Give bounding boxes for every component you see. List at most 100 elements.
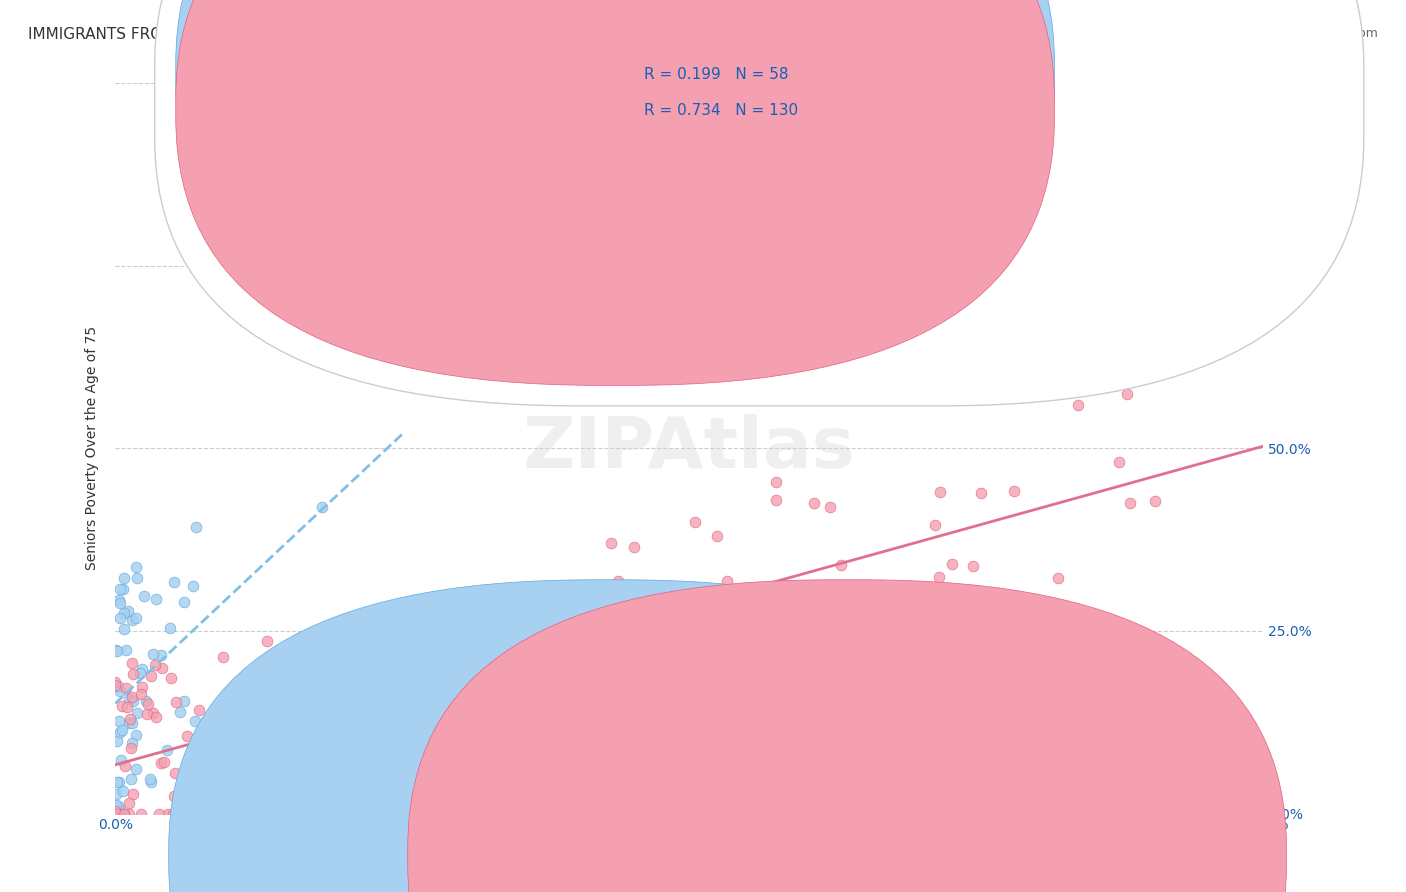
Puerto Ricans [153, 756, 176, 770]
Immigrants from Spain [112, 622, 135, 636]
Immigrants from Spain [134, 694, 156, 708]
Puerto Ricans [970, 486, 993, 500]
Puerto Ricans [257, 747, 280, 762]
Immigrants from Spain [125, 762, 148, 776]
Puerto Ricans [104, 804, 127, 818]
Immigrants from Spain [156, 743, 179, 757]
Immigrants from Spain [107, 798, 129, 813]
Puerto Ricans [765, 493, 787, 508]
Immigrants from Spain [131, 662, 153, 676]
Puerto Ricans [307, 689, 329, 703]
Immigrants from Spain [105, 798, 128, 813]
Puerto Ricans [683, 515, 706, 529]
Puerto Ricans [148, 806, 170, 821]
Immigrants from Spain [114, 642, 136, 657]
Y-axis label: Seniors Poverty Over the Age of 75: Seniors Poverty Over the Age of 75 [86, 326, 100, 570]
Puerto Ricans [228, 806, 250, 821]
Puerto Ricans [118, 806, 141, 821]
Puerto Ricans [156, 806, 179, 821]
Puerto Ricans [830, 558, 852, 573]
Immigrants from Spain [125, 571, 148, 585]
Puerto Ricans [1115, 387, 1137, 401]
Puerto Ricans [928, 570, 950, 584]
Puerto Ricans [311, 733, 333, 747]
Immigrants from Spain [108, 684, 131, 698]
Puerto Ricans [212, 649, 235, 664]
Immigrants from Spain [125, 706, 148, 720]
Puerto Ricans [367, 768, 389, 782]
Puerto Ricans [1014, 607, 1036, 622]
Immigrants from Spain [139, 775, 162, 789]
Text: Puerto Ricans: Puerto Ricans [875, 847, 970, 862]
Immigrants from Spain [112, 784, 135, 798]
Puerto Ricans [803, 496, 825, 510]
Puerto Ricans [343, 687, 366, 701]
Puerto Ricans [512, 617, 534, 632]
Puerto Ricans [281, 806, 304, 821]
Puerto Ricans [307, 631, 329, 645]
Puerto Ricans [243, 665, 266, 680]
Puerto Ricans [104, 806, 127, 821]
Puerto Ricans [1047, 571, 1070, 585]
Puerto Ricans [204, 723, 226, 738]
Puerto Ricans [136, 698, 159, 712]
Immigrants from Spain [108, 803, 131, 817]
Text: R = 0.199   N = 58: R = 0.199 N = 58 [644, 67, 789, 82]
Puerto Ricans [294, 792, 316, 806]
Immigrants from Spain [105, 643, 128, 657]
Puerto Ricans [108, 806, 131, 821]
Immigrants from Spain [132, 590, 155, 604]
Puerto Ricans [115, 681, 138, 695]
Puerto Ricans [277, 704, 299, 718]
Puerto Ricans [183, 756, 205, 770]
Puerto Ricans [187, 703, 209, 717]
Puerto Ricans [142, 706, 165, 721]
Immigrants from Spain [121, 613, 143, 627]
Puerto Ricans [305, 754, 328, 768]
Immigrants from Spain [108, 596, 131, 610]
Puerto Ricans [114, 759, 136, 773]
Immigrants from Spain [163, 575, 186, 590]
Puerto Ricans [180, 759, 202, 773]
Text: IMMIGRANTS FROM SPAIN VS PUERTO RICAN SENIORS POVERTY OVER THE AGE OF 75 CORRELA: IMMIGRANTS FROM SPAIN VS PUERTO RICAN SE… [28, 27, 853, 42]
Puerto Ricans [711, 620, 734, 634]
Puerto Ricans [574, 636, 596, 650]
Puerto Ricans [1002, 483, 1025, 498]
Immigrants from Spain [105, 775, 128, 789]
Puerto Ricans [104, 678, 127, 692]
Immigrants from Spain [107, 775, 129, 789]
Puerto Ricans [118, 713, 141, 727]
Puerto Ricans [599, 536, 621, 550]
Puerto Ricans [714, 606, 737, 620]
Puerto Ricans [368, 642, 391, 657]
Puerto Ricans [588, 708, 610, 723]
Immigrants from Spain [129, 665, 152, 680]
Immigrants from Spain [125, 560, 148, 574]
Immigrants from Spain [150, 648, 173, 663]
Puerto Ricans [129, 687, 152, 701]
Puerto Ricans [256, 634, 278, 648]
Puerto Ricans [131, 680, 153, 694]
Puerto Ricans [118, 797, 141, 811]
Puerto Ricans [716, 574, 738, 588]
Puerto Ricans [194, 775, 217, 789]
Immigrants from Spain [105, 734, 128, 748]
Puerto Ricans [607, 574, 630, 588]
Puerto Ricans [160, 672, 183, 686]
Immigrants from Spain [117, 691, 139, 706]
Puerto Ricans [765, 475, 787, 489]
Text: Immigrants from Spain: Immigrants from Spain [636, 847, 796, 862]
Immigrants from Spain [145, 591, 167, 606]
Puerto Ricans [129, 806, 152, 821]
Puerto Ricans [623, 540, 645, 554]
Puerto Ricans [111, 698, 134, 713]
Puerto Ricans [179, 806, 201, 821]
Puerto Ricans [143, 657, 166, 672]
Puerto Ricans [121, 690, 143, 705]
Immigrants from Spain [173, 694, 195, 708]
Immigrants from Spain [184, 520, 207, 534]
Text: ZIPAtlas: ZIPAtlas [523, 414, 856, 483]
Puerto Ricans [598, 662, 620, 676]
Immigrants from Spain [107, 679, 129, 693]
Puerto Ricans [941, 558, 963, 572]
